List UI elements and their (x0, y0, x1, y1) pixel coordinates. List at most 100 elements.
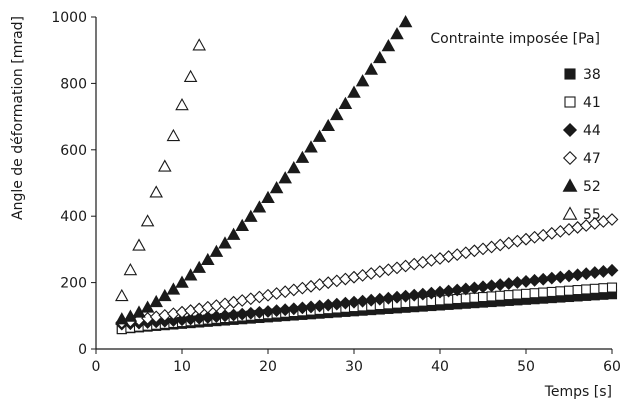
data-point (244, 209, 258, 222)
x-tick-label: 60 (603, 359, 621, 375)
legend: Contrainte imposée [Pa] 38 41 44 47 52 55 (430, 31, 601, 223)
data-point (598, 283, 609, 294)
data-point (381, 263, 395, 277)
data-point (338, 272, 352, 286)
legend-label-41: 41 (583, 95, 601, 111)
data-point (563, 285, 575, 296)
data-point (158, 288, 172, 302)
data-point (572, 285, 583, 296)
data-point (605, 213, 619, 226)
data-point (502, 236, 516, 250)
data-point (192, 38, 206, 51)
data-point (252, 290, 266, 304)
data-point (529, 288, 540, 299)
legend-label-52: 52 (583, 179, 601, 195)
data-point (304, 279, 318, 293)
data-point (183, 69, 198, 82)
y-tick-label: 600 (60, 143, 87, 159)
data-marks (115, 14, 619, 335)
data-point (512, 289, 523, 300)
legend-label-44: 44 (583, 123, 601, 139)
data-point (364, 267, 378, 280)
series-52 (115, 14, 413, 325)
data-point (495, 290, 506, 301)
data-point (356, 268, 370, 282)
data-point (424, 253, 438, 267)
data-point (503, 290, 514, 301)
x-tick-label: 0 (92, 359, 101, 375)
data-point (520, 288, 532, 299)
data-point (485, 240, 499, 254)
data-point (295, 281, 309, 295)
data-point (330, 274, 344, 288)
series-55 (115, 38, 206, 302)
y-axis-title: Angle de déformation [mrad] (10, 16, 26, 220)
data-point (295, 150, 310, 163)
data-point (442, 250, 456, 263)
data-point (183, 268, 198, 281)
data-point (390, 27, 404, 40)
data-point (364, 62, 378, 75)
data-point (493, 238, 507, 252)
data-point (373, 265, 387, 279)
data-point (553, 224, 567, 238)
legend-marker-41 (564, 96, 576, 108)
legend-marker-55 (562, 206, 578, 220)
data-point (261, 190, 275, 203)
data-point (330, 107, 344, 121)
data-point (235, 218, 249, 231)
data-point (355, 74, 370, 87)
x-tick-label: 10 (173, 359, 191, 375)
data-point (546, 286, 557, 298)
data-point (278, 171, 292, 184)
series-44 (115, 263, 619, 331)
data-point (459, 246, 473, 260)
legend-marker-38 (564, 68, 576, 80)
x-tick-label: 20 (259, 359, 277, 375)
data-point (467, 244, 481, 258)
data-point (123, 263, 138, 276)
data-point (287, 283, 301, 297)
legend-title: Contrainte imposée [Pa] (430, 31, 600, 47)
legend-label-55: 55 (583, 207, 601, 223)
data-point (321, 118, 335, 132)
x-tick-label: 40 (431, 359, 449, 375)
data-point (209, 244, 224, 257)
data-point (416, 255, 430, 269)
data-point (510, 234, 524, 248)
series-47 (115, 213, 619, 329)
data-point (261, 288, 275, 302)
data-point (244, 292, 258, 306)
legend-marker-47 (562, 150, 578, 166)
legend-label-47: 47 (583, 151, 601, 167)
data-point (477, 292, 489, 303)
data-point (192, 260, 206, 273)
data-point (407, 257, 421, 271)
data-point (555, 286, 566, 297)
data-point (278, 285, 292, 299)
data-point (252, 200, 267, 213)
data-point (433, 252, 447, 265)
y-tick-label: 1000 (51, 10, 87, 26)
data-point (115, 288, 129, 302)
legend-marker-52 (562, 178, 578, 192)
data-point (381, 39, 396, 52)
y-tick-label: 400 (60, 209, 87, 225)
data-point (373, 50, 387, 64)
data-point (605, 263, 619, 277)
x-tick-label: 50 (517, 359, 535, 375)
data-point (545, 226, 559, 240)
data-point (606, 282, 618, 293)
data-point (469, 292, 480, 303)
data-point (226, 227, 241, 240)
data-point (175, 97, 189, 111)
data-point (347, 85, 361, 98)
data-point (536, 228, 550, 242)
data-point (476, 242, 490, 256)
data-point (450, 248, 464, 262)
data-point (538, 287, 549, 298)
y-tick-label: 800 (60, 76, 87, 92)
data-point (158, 159, 172, 172)
